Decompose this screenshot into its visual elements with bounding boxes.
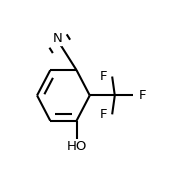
- Text: F: F: [99, 70, 107, 83]
- Text: F: F: [99, 108, 107, 121]
- Text: F: F: [139, 89, 146, 102]
- Text: HO: HO: [66, 140, 87, 153]
- Text: N: N: [53, 32, 63, 45]
